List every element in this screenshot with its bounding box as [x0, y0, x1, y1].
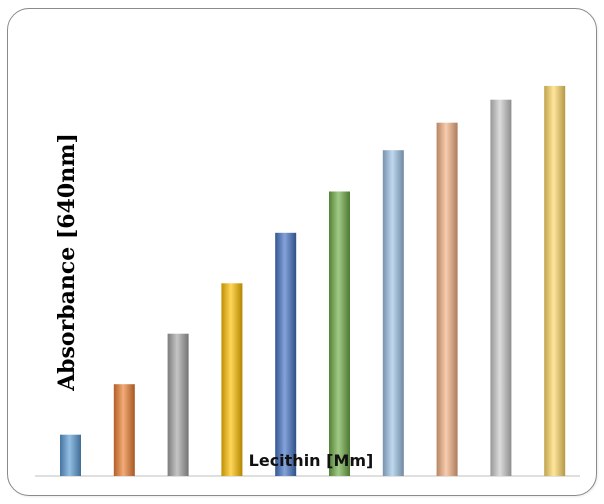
bar-5 — [275, 232, 297, 476]
bar-8 — [436, 122, 458, 476]
bar-9 — [490, 99, 512, 476]
bars-group — [60, 85, 566, 477]
bar-7 — [382, 150, 404, 476]
bar-6 — [329, 191, 350, 476]
bar-10 — [544, 85, 566, 477]
bar-4 — [221, 283, 243, 476]
y-axis-label: Absorbance [640nm] — [54, 133, 80, 392]
bar-3 — [167, 333, 189, 476]
x-axis-label: Lecithin [Mm] — [249, 451, 374, 470]
bar-2 — [113, 384, 135, 476]
bar-1 — [60, 434, 81, 476]
